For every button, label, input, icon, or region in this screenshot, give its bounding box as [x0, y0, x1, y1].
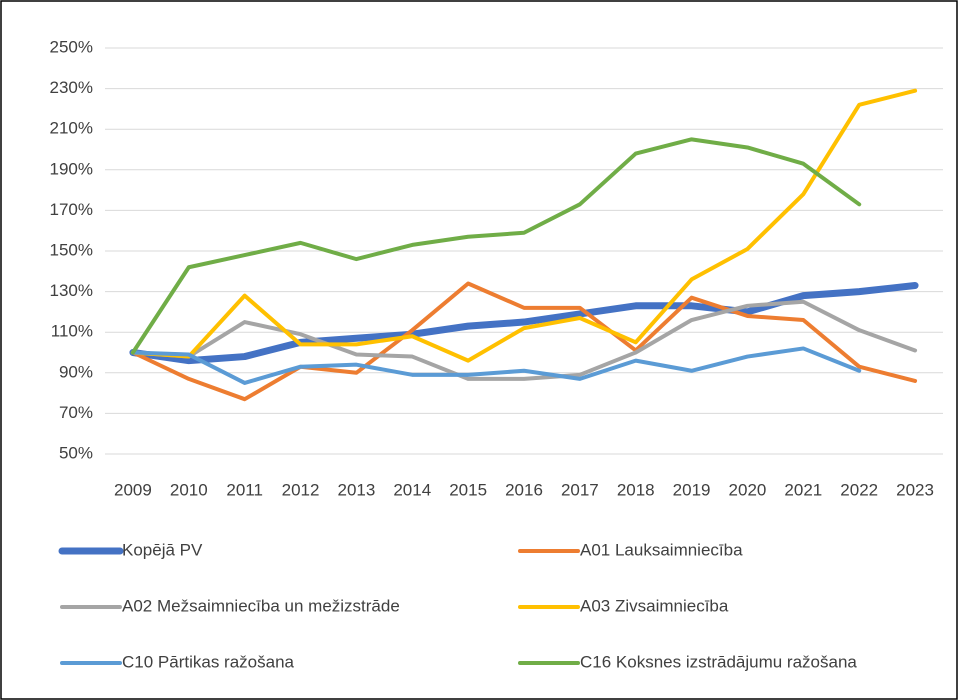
x-tick-label: 2021	[784, 480, 822, 499]
x-tick-label: 2009	[114, 480, 152, 499]
series-line	[129, 282, 919, 365]
x-tick-label: 2015	[449, 480, 487, 499]
x-tick-label: 2010	[170, 480, 208, 499]
x-tick-label: 2017	[561, 480, 599, 499]
y-tick-label: 210%	[50, 119, 93, 138]
y-tick-label: 190%	[50, 159, 93, 178]
x-tick-label: 2012	[282, 480, 320, 499]
x-tick-label: 2014	[393, 480, 431, 499]
series-line	[130, 299, 918, 381]
x-tick-label: 2023	[896, 480, 934, 499]
series-line	[130, 281, 918, 402]
x-tick-label: 2018	[617, 480, 655, 499]
x-tick-label: 2022	[840, 480, 878, 499]
x-tick-label: 2019	[673, 480, 711, 499]
series-line	[130, 137, 862, 355]
y-tick-label: 150%	[50, 240, 93, 259]
series-line	[130, 346, 862, 385]
legend-label: Kopējā PV	[122, 540, 203, 559]
x-tick-label: 2016	[505, 480, 543, 499]
legend-label: A02 Mežsaimniecība un mežizstrāde	[122, 596, 400, 615]
legend-label: C10 Pārtikas ražošana	[122, 652, 295, 671]
x-tick-label: 2013	[337, 480, 375, 499]
y-tick-label: 250%	[50, 37, 93, 56]
series-line	[130, 88, 918, 363]
y-tick-label: 110%	[51, 322, 93, 341]
y-tick-label: 130%	[50, 281, 93, 300]
legend-label: C16 Koksnes izstrādājumu ražošana	[580, 652, 857, 671]
y-tick-label: 170%	[50, 200, 93, 219]
x-tick-label: 2011	[226, 480, 263, 499]
legend-label: A01 Lauksaimniecība	[580, 540, 743, 559]
y-tick-label: 70%	[59, 403, 93, 422]
y-tick-label: 230%	[50, 78, 93, 97]
y-tick-label: 50%	[59, 443, 93, 462]
x-tick-label: 2020	[729, 480, 767, 499]
legend-label: A03 Zivsaimniecība	[580, 596, 729, 615]
y-tick-label: 90%	[59, 362, 93, 381]
